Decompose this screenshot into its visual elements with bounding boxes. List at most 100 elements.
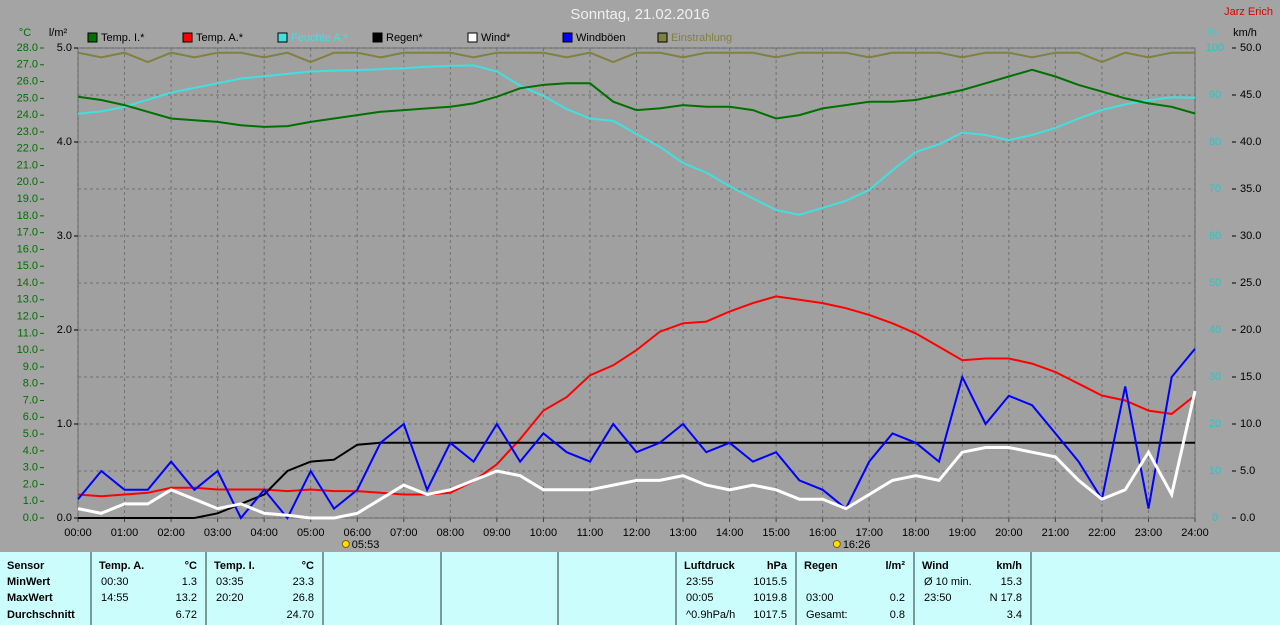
x-tick-label: 24:00 [1181,527,1209,539]
y-tick-label: 10.0 [17,344,38,356]
value-cell: 1.3 [181,576,197,588]
time-cell: 03:00 [806,592,834,604]
y-tick-label: 1.0 [23,495,38,507]
time-cell: 00:05 [686,592,714,604]
y2-tick-label: 1.0 [57,418,72,430]
y-tick-label: 11.0 [17,327,38,339]
value-cell: 3.4 [1006,609,1022,621]
y-tick-label: 0.0 [23,512,38,524]
time-cell: 20:20 [216,592,244,604]
legend-swatch [657,32,668,43]
y-tick-label: 9.0 [23,361,38,373]
value-cell: 1017.5 [753,609,787,621]
author: Jarz Erich [1224,6,1273,18]
legend-swatch [562,32,573,43]
header-cell: Wind [922,560,949,572]
y4-tick-label: 25.0 [1240,277,1261,289]
header-cell: Temp. I. [214,560,255,572]
table-column: Temp. A. °C 00:30 1.3 14:55 13.2 6.72 [92,552,205,625]
y-tick-label: 5.0 [23,428,38,440]
y3-tick-label: 90 [1209,89,1221,101]
y2-tick-label: 5.0 [57,42,72,54]
series-line [77,390,1197,520]
y-tick-label: 17.0 [17,227,38,239]
unit-cell: km/h [996,560,1022,572]
y-tick-label: 28.0 [17,42,38,54]
x-tick-label: 03:00 [204,527,232,539]
y3-tick-label: 50 [1209,277,1221,289]
row-label: Durchschnitt [7,609,75,621]
time-cell: Ø 10 min. [924,576,972,588]
table-column [324,552,440,625]
x-tick-label: 19:00 [949,527,977,539]
x-tick-label: 07:00 [390,527,418,539]
value-cell: 1019.8 [753,592,787,604]
header-cell: Regen [804,560,838,572]
legend-label: Temp. A.* [196,32,244,44]
y4-tick-label: 15.0 [1240,371,1261,383]
x-tick-label: 11:00 [577,527,604,539]
annotation-label: 16:26 [843,539,871,551]
table-column: Regen l/m² 03:00 0.2 Gesamt: 0.8 [797,552,913,625]
x-tick-label: 05:00 [297,527,325,539]
table-column [559,552,675,625]
legend-swatch [277,32,288,43]
y4-tick-label: 45.0 [1240,89,1261,101]
x-tick-label: 00:00 [64,527,92,539]
y3-tick-label: 60 [1209,230,1221,242]
x-tick-label: 09:00 [483,527,511,539]
y3-tick-label: 0 [1212,512,1218,524]
time-cell: 14:55 [101,592,129,604]
legend-label: Temp. I.* [101,32,145,44]
y4-tick-label: 0.0 [1240,512,1255,524]
value-cell: 24.70 [286,609,314,621]
y-tick-label: 2.0 [23,478,38,490]
value-cell: 0.8 [889,609,905,621]
y3-tick-label: 10 [1209,465,1221,477]
y-tick-label: 19.0 [17,193,38,205]
y-tick-label: 7.0 [23,394,38,406]
y4-tick-label: 35.0 [1240,183,1261,195]
legend-label: Feuchte A.* [291,32,349,44]
y3-tick-label: 70 [1209,183,1221,195]
value-cell: 1015.5 [753,576,787,588]
x-tick-label: 22:00 [1088,527,1116,539]
value-cell: 23.3 [292,576,314,588]
x-tick-label: 18:00 [902,527,930,539]
time-cell: ^0.9hPa/h [686,609,736,621]
x-tick-label: 02:00 [157,527,185,539]
x-tick-label: 20:00 [995,527,1023,539]
row-label: MaxWert [7,592,53,604]
y2-tick-label: 3.0 [57,230,72,242]
y-tick-label: 4.0 [23,445,38,457]
series-line [78,441,1195,519]
y-tick-label: 26.0 [17,75,38,87]
value-cell: 15.3 [1000,576,1022,588]
chart-title: Sonntag, 21.02.2016 [570,6,709,23]
y2-tick-label: 2.0 [57,324,72,336]
x-tick-label: 06:00 [343,527,371,539]
table-column: Luftdruck hPa 23:55 1015.5 00:05 1019.8 ^0.9hP… [677,552,795,625]
legend-label: Regen* [386,32,423,44]
x-tick-label: 04:00 [250,527,278,539]
axis-title: % [1207,27,1217,39]
series-line [77,348,1196,520]
y4-tick-label: 10.0 [1240,418,1261,430]
x-tick-label: 12:00 [623,527,651,539]
table-column: Sensor MinWert MaxWert Durchschnitt [0,552,90,625]
legend-swatch [467,32,478,43]
value-cell: N 17.8 [989,592,1022,604]
y2-tick-label: 4.0 [57,136,72,148]
x-tick-label: 16:00 [809,527,837,539]
y3-tick-label: 100 [1206,42,1224,54]
x-tick-label: 01:00 [111,527,139,539]
table-column: Temp. I. °C 03:35 23.3 20:20 26.8 24.70 [207,552,322,625]
y-tick-label: 16.0 [17,243,38,255]
annotation-label: 05:53 [352,539,380,551]
unit-cell: °C [184,560,197,572]
y-tick-label: 13.0 [17,294,38,306]
header-cell: Temp. A. [99,560,145,572]
series-line [77,68,1196,128]
y-tick-label: 27.0 [17,59,38,71]
time-cell: Gesamt: [806,609,848,621]
